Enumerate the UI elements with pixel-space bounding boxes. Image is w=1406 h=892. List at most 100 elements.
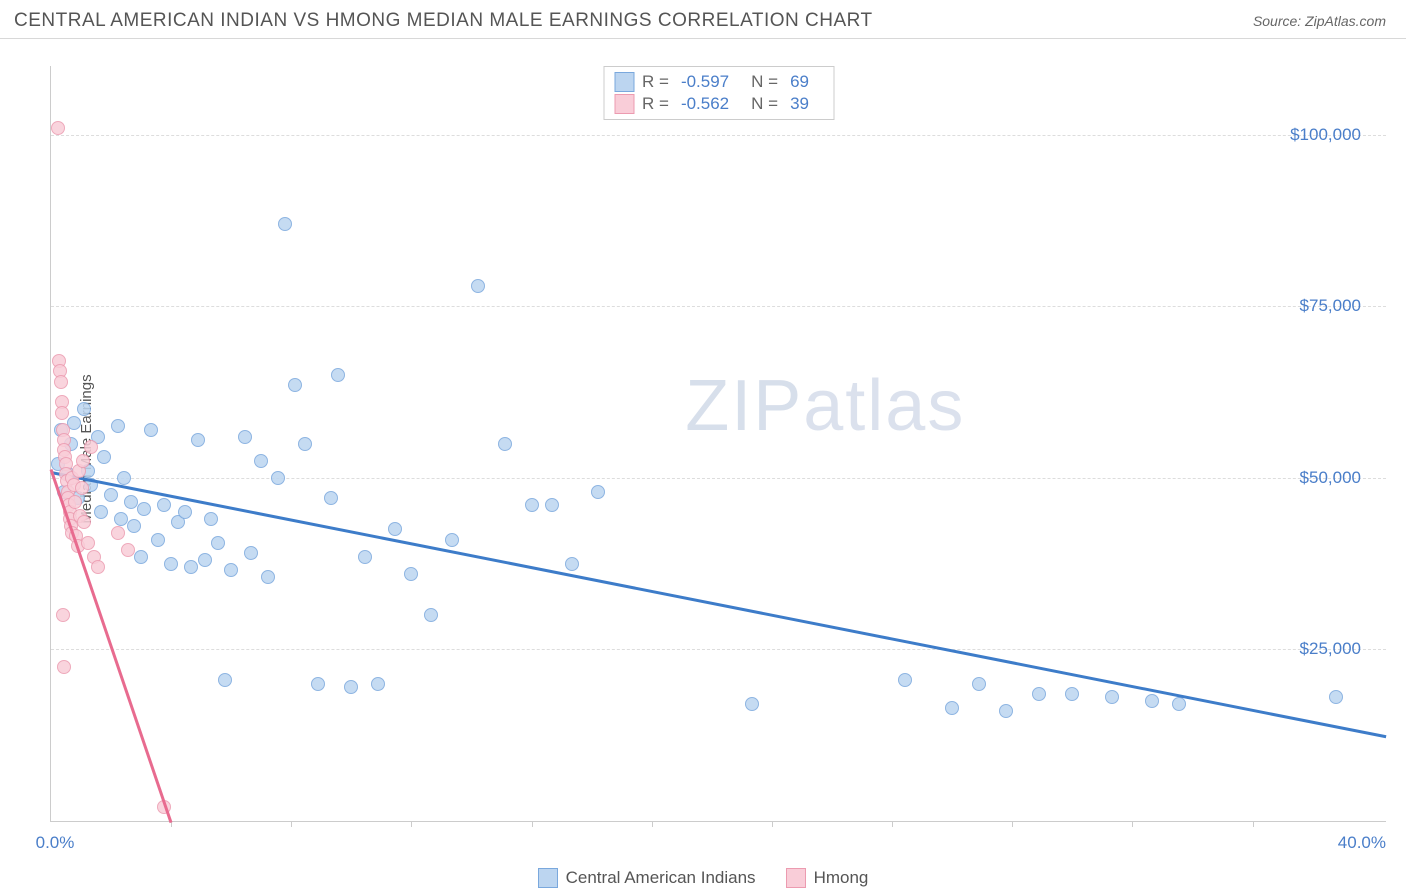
y-tick-label: $50,000 — [1300, 468, 1361, 488]
data-point — [331, 368, 345, 382]
legend-swatch-2 — [614, 94, 634, 114]
data-point — [498, 437, 512, 451]
data-point — [104, 488, 118, 502]
x-tick-mark — [291, 821, 292, 827]
data-point — [278, 217, 292, 231]
data-point — [134, 550, 148, 564]
plot-region: ZIPatlas R = -0.597 N = 69 R = -0.562 N … — [50, 66, 1386, 822]
x-tick-mark — [652, 821, 653, 827]
data-point — [57, 660, 71, 674]
gridline-h — [51, 135, 1386, 136]
chart-header: CENTRAL AMERICAN INDIAN VS HMONG MEDIAN … — [0, 0, 1406, 39]
source-prefix: Source: — [1253, 13, 1305, 29]
legend-item-swatch-1 — [538, 868, 558, 888]
data-point — [424, 608, 438, 622]
r-value-1: -0.597 — [681, 72, 729, 92]
legend-swatch-1 — [614, 72, 634, 92]
r-label-1: R = — [642, 72, 669, 92]
data-point — [184, 560, 198, 574]
data-point — [358, 550, 372, 564]
data-point — [745, 697, 759, 711]
series-legend: Central American Indians Hmong — [0, 868, 1406, 888]
legend-item-label-1: Central American Indians — [566, 868, 756, 888]
r-value-2: -0.562 — [681, 94, 729, 114]
data-point — [972, 677, 986, 691]
data-point — [111, 419, 125, 433]
data-point — [91, 560, 105, 574]
gridline-h — [51, 649, 1386, 650]
legend-item-2: Hmong — [786, 868, 869, 888]
data-point — [204, 512, 218, 526]
data-point — [77, 515, 91, 529]
y-tick-label: $75,000 — [1300, 296, 1361, 316]
data-point — [288, 378, 302, 392]
data-point — [75, 481, 89, 495]
n-label-2: N = — [751, 94, 778, 114]
data-point — [298, 437, 312, 451]
gridline-h — [51, 478, 1386, 479]
x-tick-mark — [1012, 821, 1013, 827]
n-label-1: N = — [751, 72, 778, 92]
data-point — [445, 533, 459, 547]
data-point — [97, 450, 111, 464]
data-point — [388, 522, 402, 536]
legend-item-label-2: Hmong — [814, 868, 869, 888]
data-point — [1329, 690, 1343, 704]
legend-item-1: Central American Indians — [538, 868, 756, 888]
data-point — [324, 491, 338, 505]
data-point — [565, 557, 579, 571]
chart-area: Median Male Earnings ZIPatlas R = -0.597… — [0, 46, 1406, 852]
watermark: ZIPatlas — [685, 365, 965, 447]
data-point — [218, 673, 232, 687]
gridline-h — [51, 306, 1386, 307]
data-point — [238, 430, 252, 444]
data-point — [56, 608, 70, 622]
watermark-light: atlas — [803, 366, 965, 446]
data-point — [224, 563, 238, 577]
source-name: ZipAtlas.com — [1305, 13, 1386, 29]
data-point — [591, 485, 605, 499]
data-point — [68, 495, 82, 509]
data-point — [545, 498, 559, 512]
data-point — [77, 402, 91, 416]
legend-item-swatch-2 — [786, 868, 806, 888]
data-point — [1145, 694, 1159, 708]
data-point — [151, 533, 165, 547]
data-point — [1032, 687, 1046, 701]
x-max-label: 40.0% — [1338, 833, 1386, 853]
data-point — [121, 543, 135, 557]
x-min-label: 0.0% — [36, 833, 75, 853]
data-point — [371, 677, 385, 691]
data-point — [1105, 690, 1119, 704]
data-point — [76, 454, 90, 468]
data-point — [271, 471, 285, 485]
data-point — [254, 454, 268, 468]
data-point — [525, 498, 539, 512]
data-point — [999, 704, 1013, 718]
data-point — [191, 433, 205, 447]
data-point — [164, 557, 178, 571]
chart-title: CENTRAL AMERICAN INDIAN VS HMONG MEDIAN … — [14, 10, 873, 32]
data-point — [178, 505, 192, 519]
data-point — [137, 502, 151, 516]
data-point — [244, 546, 258, 560]
data-point — [1172, 697, 1186, 711]
data-point — [471, 279, 485, 293]
data-point — [198, 553, 212, 567]
data-point — [144, 423, 158, 437]
data-point — [54, 375, 68, 389]
data-point — [157, 498, 171, 512]
trend-line — [51, 471, 1387, 738]
data-point — [117, 471, 131, 485]
data-point — [211, 536, 225, 550]
data-point — [344, 680, 358, 694]
n-value-1: 69 — [790, 72, 809, 92]
data-point — [94, 505, 108, 519]
data-point — [945, 701, 959, 715]
data-point — [114, 512, 128, 526]
r-label-2: R = — [642, 94, 669, 114]
x-tick-mark — [532, 821, 533, 827]
data-point — [111, 526, 125, 540]
legend-row-2: R = -0.562 N = 39 — [614, 93, 823, 115]
data-point — [898, 673, 912, 687]
